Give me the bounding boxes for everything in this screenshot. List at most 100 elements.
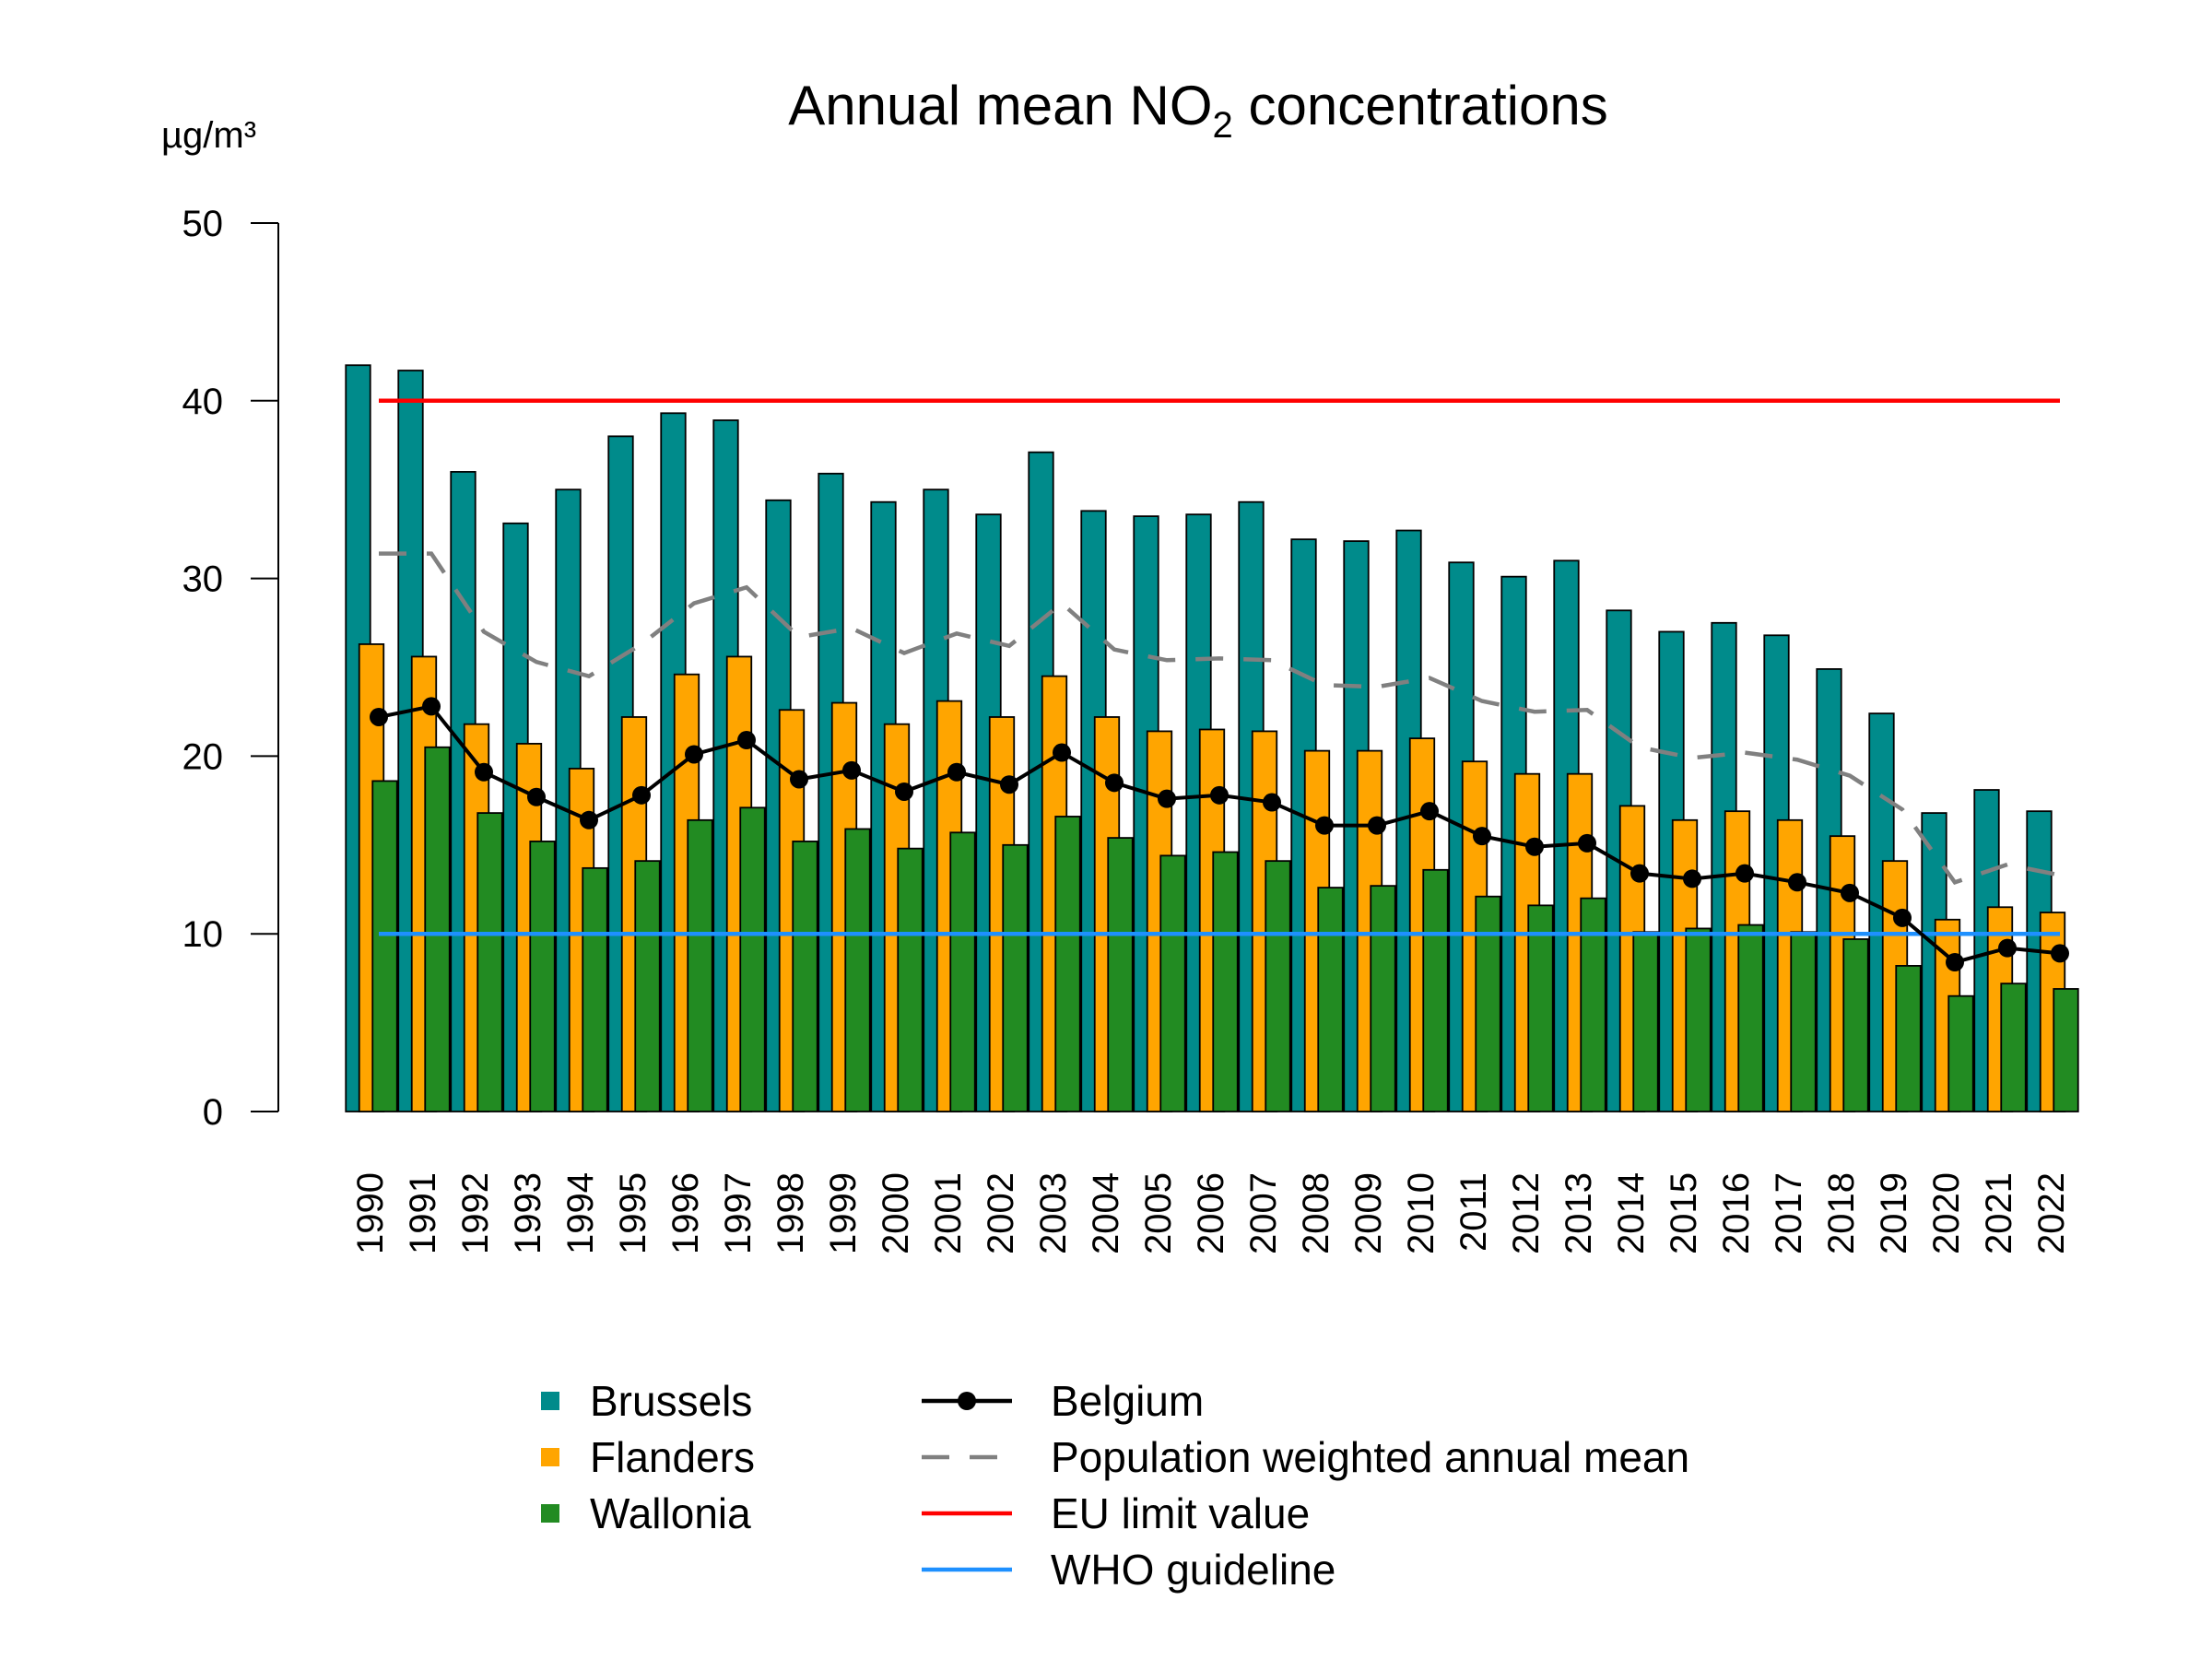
bar-wallonia — [1475, 895, 1501, 1112]
belgium-point — [1315, 816, 1334, 835]
bar-wallonia — [1054, 816, 1081, 1112]
belgium-point — [422, 697, 441, 716]
title-suffix: concentrations — [1233, 75, 1608, 136]
bar-wallonia — [371, 780, 398, 1112]
x-tick-label: 2012 — [1506, 1172, 1547, 1254]
belgium-point — [1683, 869, 1701, 888]
bar-wallonia — [1632, 931, 1659, 1112]
legend-label-flanders: Flanders — [590, 1433, 755, 1481]
x-tick-label: 2003 — [1033, 1172, 1074, 1254]
x-tick-label: 1998 — [771, 1172, 811, 1254]
bar-wallonia — [1685, 927, 1712, 1112]
belgium-point — [1630, 864, 1649, 883]
belgium-point — [842, 760, 861, 780]
bar-wallonia — [1527, 904, 1554, 1112]
x-tick-label: 2015 — [1664, 1172, 1704, 1254]
x-tick-label: 1992 — [455, 1172, 496, 1254]
bar-wallonia — [1370, 885, 1396, 1112]
legend-swatch-wallonia — [541, 1504, 559, 1523]
belgium-point — [895, 782, 913, 801]
x-tick-label: 2018 — [1821, 1172, 1862, 1254]
x-tick-label: 2002 — [981, 1172, 1021, 1254]
belgium-point — [1000, 775, 1018, 794]
belgium-point — [1525, 837, 1544, 856]
legend-marker-belgium — [958, 1392, 976, 1410]
belgium-point — [1998, 938, 2017, 958]
x-tick-label: 1990 — [350, 1172, 391, 1254]
legend-label-brussels: Brussels — [590, 1377, 752, 1425]
x-tick-label: 1996 — [665, 1172, 706, 1254]
bar-wallonia — [529, 841, 556, 1112]
y-tick-label: 0 — [203, 1092, 223, 1133]
bar-wallonia — [2053, 988, 2079, 1112]
title-prefix: Annual mean NO — [788, 75, 1212, 136]
bar-wallonia — [634, 860, 661, 1112]
x-tick-label: 2007 — [1243, 1172, 1284, 1254]
belgium-point — [370, 707, 388, 726]
bar-wallonia — [1002, 843, 1029, 1112]
belgium-point — [947, 762, 966, 782]
x-tick-label: 2005 — [1138, 1172, 1179, 1254]
belgium-point — [1210, 785, 1229, 805]
x-tick-label: 2006 — [1191, 1172, 1231, 1254]
x-tick-label: 2001 — [928, 1172, 969, 1254]
x-tick-label: 2019 — [1874, 1172, 1914, 1254]
chart-title: Annual mean NO2 concentrations — [788, 75, 1607, 146]
bar-wallonia — [2000, 982, 2027, 1112]
legend-label-eu-limit-value: EU limit value — [1051, 1489, 1310, 1537]
x-tick-label: 1997 — [718, 1172, 759, 1254]
belgium-point — [1473, 827, 1491, 846]
x-tick-label: 2009 — [1348, 1172, 1389, 1254]
belgium-point — [2051, 944, 2069, 963]
x-tick-label: 2000 — [876, 1172, 916, 1254]
x-tick-label: 2011 — [1453, 1172, 1494, 1252]
bar-wallonia — [1737, 924, 1764, 1112]
bar-wallonia — [1265, 860, 1291, 1112]
belgium-point — [1368, 816, 1386, 835]
bar-wallonia — [739, 806, 766, 1112]
legend: Brussels Flanders Wallonia Belgium Populatio… — [541, 1377, 1689, 1594]
belgium-point — [1158, 789, 1176, 808]
bar-wallonia — [687, 818, 713, 1112]
belgium-point — [632, 785, 651, 805]
belgium-point — [1788, 873, 1806, 892]
x-tick-label: 2022 — [2031, 1172, 2072, 1254]
legend-swatch-flanders — [541, 1448, 559, 1466]
x-tick-label: 2017 — [1769, 1172, 1809, 1254]
x-tick-label: 2020 — [1926, 1172, 1967, 1254]
bar-wallonia — [949, 831, 976, 1112]
bar-wallonia — [424, 746, 451, 1112]
x-tick-label: 2010 — [1401, 1172, 1441, 1254]
x-tick-label: 2008 — [1296, 1172, 1336, 1254]
belgium-point — [1420, 802, 1439, 821]
legend-label-population-weighted-annual-mean: Population weighted annual mean — [1051, 1433, 1689, 1481]
title-subscript: 2 — [1213, 105, 1233, 146]
belgium-point — [1841, 883, 1859, 902]
y-tick-label: 40 — [182, 382, 224, 422]
belgium-point — [685, 745, 703, 764]
bar-wallonia — [844, 828, 871, 1112]
bar-wallonia — [1317, 887, 1344, 1112]
belgium-point — [1735, 864, 1754, 883]
x-tick-label: 2016 — [1716, 1172, 1757, 1254]
y-tick-label: 10 — [182, 914, 224, 955]
bar-wallonia — [897, 847, 924, 1112]
y-tick-label: 50 — [182, 204, 224, 244]
bar-wallonia — [1790, 931, 1817, 1112]
bar-wallonia — [1107, 837, 1134, 1112]
bar-wallonia — [582, 866, 608, 1112]
x-tick-label: 2004 — [1086, 1172, 1126, 1254]
bar-wallonia — [1947, 994, 1974, 1112]
population-weighted-line — [379, 551, 2061, 885]
belgium-point — [527, 787, 546, 806]
belgium-point — [580, 810, 598, 830]
bar-wallonia — [477, 812, 503, 1112]
belgium-point — [737, 731, 756, 750]
x-tick-label: 1995 — [613, 1172, 653, 1254]
y-tick-label: 20 — [182, 736, 224, 777]
legend-label-belgium: Belgium — [1051, 1377, 1204, 1425]
x-tick-label: 1994 — [560, 1172, 601, 1254]
belgium-point — [1263, 793, 1281, 812]
